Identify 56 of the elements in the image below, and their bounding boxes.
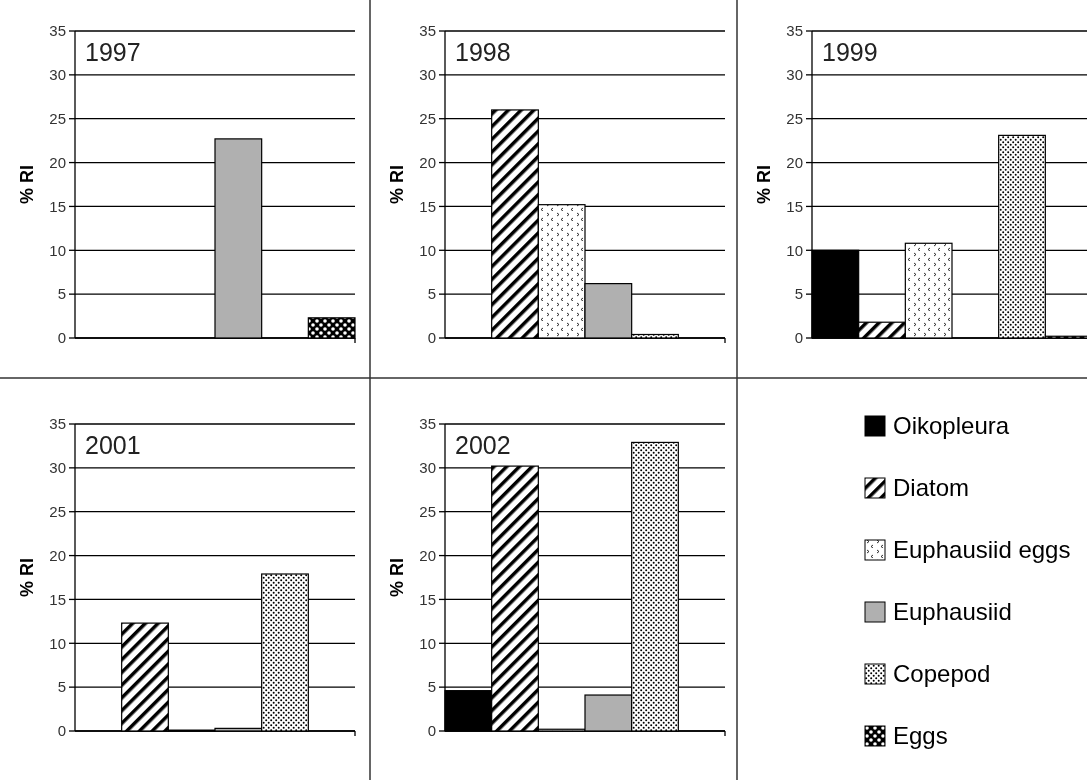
legend-label: Euphausiid: [893, 598, 1012, 625]
chart-title: 2002: [455, 431, 511, 459]
chart-title: 1998: [455, 38, 511, 66]
chart-title: 1999: [822, 38, 878, 66]
y-tick-label: 20: [49, 153, 66, 171]
y-tick-label: 25: [49, 502, 66, 520]
legend-label: Copepod: [893, 660, 991, 687]
y-tick-label: 35: [49, 22, 66, 40]
legend-label: Oikopleura: [893, 412, 1010, 439]
legend-label: Eggs: [893, 722, 948, 749]
y-tick-label: 35: [786, 22, 803, 40]
y-tick-label: 20: [419, 153, 436, 171]
y-tick-label: 25: [49, 109, 66, 127]
legend-label: Euphausiid eggs: [893, 536, 1071, 563]
y-tick-label: 5: [427, 678, 436, 696]
y-tick-label: 0: [57, 329, 66, 347]
y-tick-label: 30: [49, 66, 66, 84]
y-tick-label: 5: [427, 285, 436, 303]
y-tick-label: 20: [419, 546, 436, 564]
y-tick-label: 0: [57, 722, 66, 740]
y-tick-label: 10: [786, 241, 803, 259]
y-tick-label: 25: [419, 502, 436, 520]
y-axis-title: % RI: [17, 164, 37, 205]
y-tick-label: 5: [794, 285, 803, 303]
y-tick-label: 15: [419, 197, 436, 215]
y-tick-label: 25: [786, 109, 803, 127]
y-tick-label: 20: [49, 546, 66, 564]
legend-label: Diatom: [893, 474, 970, 501]
y-tick-label: 15: [49, 197, 66, 215]
y-tick-label: 0: [427, 329, 436, 347]
y-tick-label: 20: [786, 153, 803, 171]
y-tick-label: 35: [419, 415, 436, 433]
y-tick-label: 10: [49, 241, 66, 259]
y-axis-title: % RI: [17, 557, 37, 598]
y-tick-label: 5: [57, 678, 66, 696]
y-tick-label: 35: [419, 22, 436, 40]
y-tick-label: 30: [49, 459, 66, 477]
y-tick-label: 0: [427, 722, 436, 740]
y-tick-label: 5: [57, 285, 66, 303]
y-axis-title: % RI: [387, 164, 407, 205]
y-axis-title: % RI: [387, 557, 407, 598]
y-tick-label: 25: [419, 109, 436, 127]
chart-title: 1997: [85, 38, 141, 66]
y-tick-label: 15: [419, 590, 436, 608]
y-tick-label: 15: [786, 197, 803, 215]
y-tick-label: 0: [794, 329, 803, 347]
y-tick-label: 30: [419, 66, 436, 84]
y-tick-label: 10: [49, 634, 66, 652]
y-tick-label: 15: [49, 590, 66, 608]
y-axis-title: % RI: [754, 164, 774, 205]
y-tick-label: 30: [786, 66, 803, 84]
chart-title: 2001: [85, 431, 141, 459]
y-tick-label: 30: [419, 459, 436, 477]
y-tick-label: 10: [419, 241, 436, 259]
y-tick-label: 35: [49, 415, 66, 433]
y-tick-label: 10: [419, 634, 436, 652]
